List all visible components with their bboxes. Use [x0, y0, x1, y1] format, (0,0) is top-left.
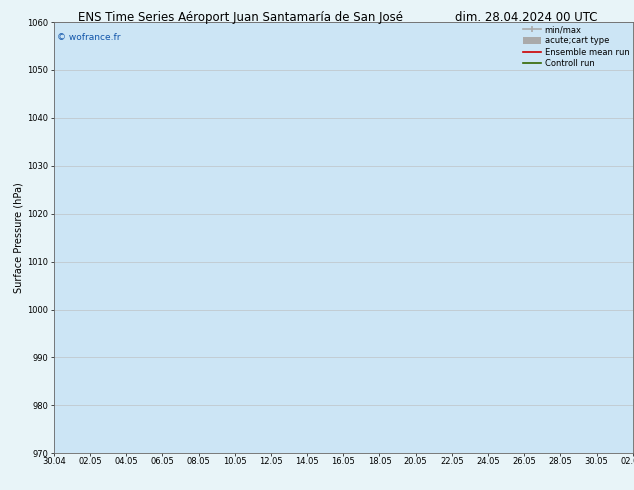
Text: ENS Time Series Aéroport Juan Santamaría de San José: ENS Time Series Aéroport Juan Santamaría…: [79, 11, 403, 24]
Bar: [416, 22, 488, 453]
Text: dim. 28.04.2024 00 UTC: dim. 28.04.2024 00 UTC: [455, 11, 597, 24]
Bar: [54, 22, 126, 453]
Bar: [126, 22, 198, 453]
Legend: min/max, acute;cart type, Ensemble mean run, Controll run: min/max, acute;cart type, Ensemble mean …: [521, 24, 631, 69]
Bar: [198, 22, 271, 453]
Bar: [344, 22, 416, 453]
Bar: [488, 22, 560, 453]
Text: © wofrance.fr: © wofrance.fr: [57, 33, 120, 42]
Bar: [271, 22, 344, 453]
Y-axis label: Surface Pressure (hPa): Surface Pressure (hPa): [13, 182, 23, 293]
Bar: [560, 22, 633, 453]
